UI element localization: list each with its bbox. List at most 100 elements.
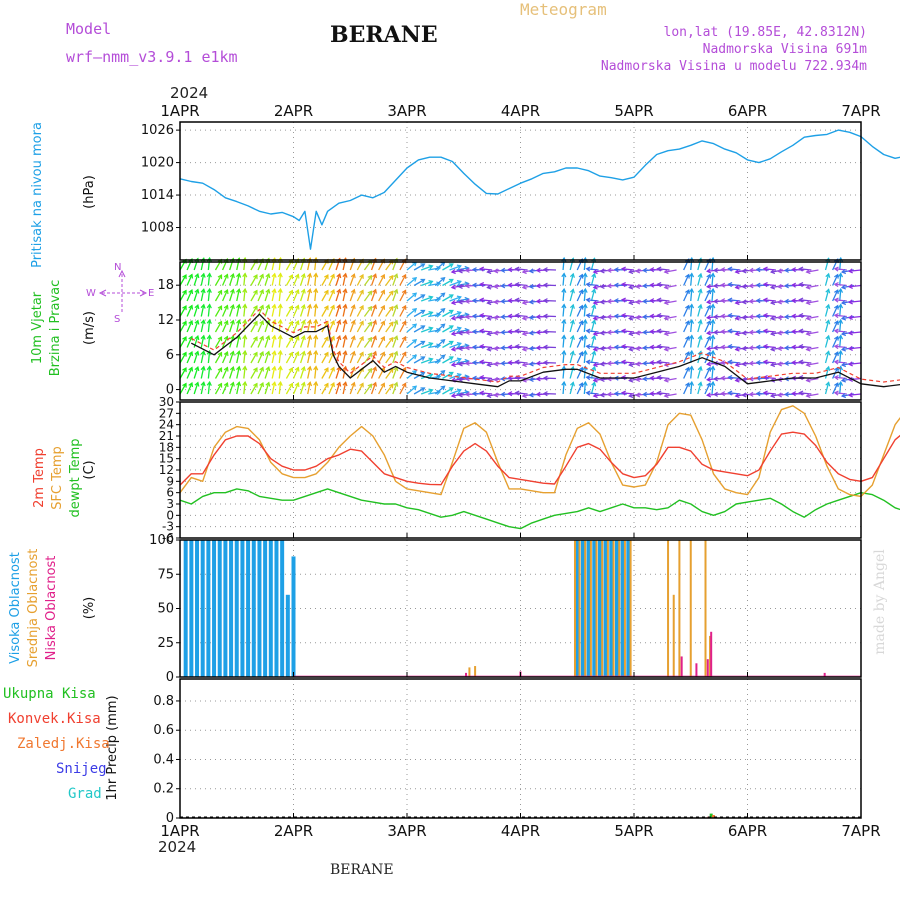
wind-arrow-head	[194, 381, 200, 387]
wind-arrow-head	[450, 393, 456, 399]
wind-arrow-head	[294, 381, 300, 388]
wind-arrow-head	[420, 356, 426, 361]
wind-arrow-head	[569, 334, 575, 340]
wind-arrow-head	[578, 304, 584, 310]
wind-arrow-head	[342, 319, 348, 325]
wind-arrow-head	[542, 267, 548, 273]
wind-arrow-head	[440, 370, 446, 375]
wind-arrow-head	[685, 382, 690, 388]
wind-arrow	[342, 351, 347, 364]
wind-arrow-head	[833, 282, 839, 288]
wind-arrow-head	[734, 315, 740, 321]
wind-arrow-head	[457, 283, 463, 289]
wind-arrow	[576, 289, 583, 302]
wind-arrow-head	[706, 268, 712, 274]
wind-arrow-head	[367, 352, 373, 358]
wind-arrow	[299, 382, 305, 395]
y-tick-label: 1014	[141, 188, 174, 203]
wind-arrow-head	[486, 393, 492, 399]
wind-arrow-head	[528, 268, 534, 274]
wind-arrow	[590, 351, 596, 364]
wind-arrow	[406, 261, 417, 271]
y-tick-label: 1008	[141, 221, 174, 236]
wind-arrow-head	[635, 330, 641, 336]
wind-arrow-head	[582, 380, 588, 386]
wind-arrow	[299, 304, 305, 317]
wind-arrow-head	[412, 308, 418, 313]
wind-arrow-head	[591, 334, 597, 340]
wind-arrow-head	[528, 330, 534, 336]
wind-arrow	[285, 336, 293, 348]
wind-arrow	[349, 351, 355, 364]
wind-arrow	[257, 320, 264, 333]
wind-arrow-head	[182, 289, 187, 295]
wind-arrow-head	[592, 346, 598, 352]
wind-arrow-head	[656, 375, 662, 381]
wind-arrow	[456, 298, 469, 302]
wind-arrow-head	[585, 359, 591, 365]
wind-arrow-head	[734, 393, 740, 399]
wind-arrow-head	[294, 304, 300, 310]
wind-arrow	[278, 350, 282, 364]
wind-arrow-head	[188, 288, 194, 295]
wind-arrow-head	[380, 320, 386, 326]
wind-arrow	[278, 335, 282, 348]
wind-arrow	[278, 366, 282, 379]
wind-arrow-head	[837, 272, 844, 278]
wind-arrow-head	[592, 284, 598, 290]
wind-arrow-head	[591, 365, 597, 371]
wind-arrow	[271, 351, 276, 364]
wind-arrow-head	[748, 283, 754, 289]
wind-arrow	[590, 382, 596, 395]
wind-arrow-head	[350, 350, 356, 356]
wind-arrow-head	[253, 274, 258, 280]
wind-arrow-head	[798, 282, 804, 288]
y-tick-label: 25	[157, 636, 174, 651]
cloud-bar	[629, 540, 632, 677]
wind-arrow	[200, 351, 205, 364]
wind-arrow	[839, 319, 842, 333]
wind-arrow-head	[288, 274, 294, 280]
wind-arrow	[590, 273, 596, 286]
wind-arrow-head	[762, 297, 768, 303]
wind-arrow-head	[613, 329, 619, 335]
wind-arrow-head	[628, 300, 634, 306]
station-title: BERANE	[330, 22, 438, 48]
wind-arrow-head	[277, 334, 283, 340]
wind-arrow-head	[663, 284, 669, 290]
wind-arrow	[271, 335, 276, 348]
wind-arrow	[356, 290, 364, 302]
wind-arrow-head	[440, 292, 446, 298]
cloud-bar	[580, 540, 585, 677]
wind-arrow-head	[535, 329, 541, 335]
wind-arrow-head	[840, 346, 847, 352]
wind-arrow-head	[307, 350, 313, 356]
wind-arrow-head	[471, 375, 477, 381]
wind-arrow-head	[837, 318, 844, 324]
wind-arrow-head	[770, 300, 776, 306]
elevation-label: Nadmorska Visina 691m	[702, 42, 867, 57]
y-tick-label: 100	[149, 533, 174, 548]
wind-arrow-head	[277, 365, 283, 371]
wind-arrow	[848, 331, 862, 334]
wind-arrow	[257, 258, 264, 271]
wind-arrow	[342, 320, 347, 333]
wind-arrow	[214, 321, 223, 333]
wind-arrow	[299, 273, 305, 286]
wind-arrow	[285, 274, 293, 286]
wind-arrow-head	[372, 273, 377, 279]
wind-arrow-head	[229, 303, 235, 310]
wind-arrow	[413, 387, 425, 395]
wind-arrow-head	[642, 329, 648, 335]
wind-arrow	[449, 265, 462, 271]
wind-arrow	[832, 305, 839, 317]
wind-arrow	[349, 320, 355, 333]
wind-arrow-head	[685, 320, 690, 326]
wind-arrow-head	[450, 269, 456, 275]
wind-arrow-head	[727, 282, 733, 288]
wind-arrow	[250, 336, 258, 348]
wind-arrow	[363, 337, 373, 348]
wind-arrow-head	[663, 377, 669, 383]
wind-arrow	[207, 288, 211, 302]
wind-arrow-head	[805, 331, 811, 337]
